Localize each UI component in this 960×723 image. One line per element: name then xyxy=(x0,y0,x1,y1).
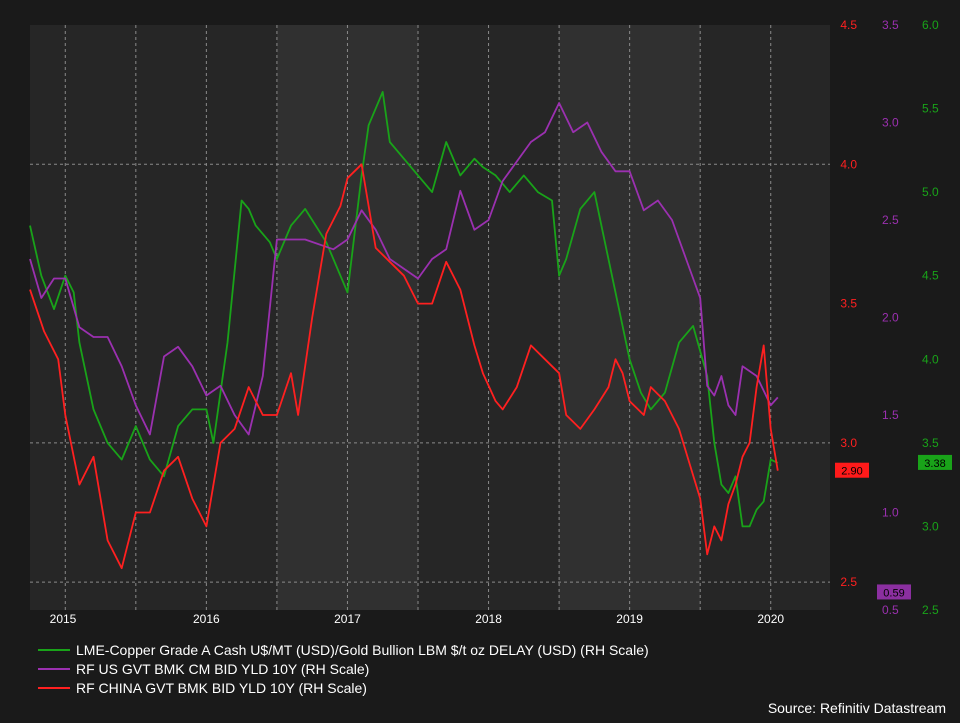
y-tick-label-china: 3.5 xyxy=(840,297,857,311)
x-tick-label: 2020 xyxy=(757,612,784,626)
y-tick-label-china: 4.0 xyxy=(840,157,857,171)
legend-swatch-green xyxy=(38,648,70,651)
x-tick-label: 2016 xyxy=(193,612,220,626)
y-tick-label-ratio: 5.0 xyxy=(922,185,939,199)
legend: LME-Copper Grade A Cash U$/MT (USD)/Gold… xyxy=(38,640,649,697)
x-tick-label: 2018 xyxy=(475,612,502,626)
legend-label: RF CHINA GVT BMK BID YLD 10Y (RH Scale) xyxy=(76,679,367,696)
x-tick-label: 2019 xyxy=(616,612,643,626)
y-tick-label-ratio: 4.0 xyxy=(922,352,939,366)
chart: 2015 2016 2017 2018 2019 2020 2.5 3.0 3.5 4.0 4.5 0… xyxy=(29,18,952,626)
x-tick-label: 2017 xyxy=(334,612,361,626)
y-tick-label-ratio: 3.0 xyxy=(922,519,939,533)
y-tick-label-us: 2.5 xyxy=(882,213,899,227)
last-value-label-ratio: 3.38 xyxy=(924,458,945,470)
y-tick-label-china: 2.5 xyxy=(840,575,857,589)
y-tick-label-china: 3.0 xyxy=(840,436,857,450)
y-tick-label-ratio: 3.5 xyxy=(922,436,939,450)
y-tick-label-us: 0.5 xyxy=(882,603,899,617)
legend-swatch-purple xyxy=(38,667,70,670)
y-tick-label-us: 1.5 xyxy=(882,408,899,422)
last-value-box-ratio xyxy=(918,454,952,470)
last-value-box-us xyxy=(877,584,911,600)
legend-label: LME-Copper Grade A Cash U$/MT (USD)/Gold… xyxy=(76,641,649,658)
source-note: Source: Refinitiv Datastream xyxy=(767,700,946,716)
y-tick-label-ratio: 4.5 xyxy=(922,269,939,283)
y-tick-label-us: 3.5 xyxy=(882,18,899,32)
legend-item-us-yield: RF US GVT BMK CM BID YLD 10Y (RH Scale) xyxy=(38,659,649,678)
legend-item-china-yield: RF CHINA GVT BMK BID YLD 10Y (RH Scale) xyxy=(38,678,649,697)
plot-area xyxy=(30,25,830,610)
y-tick-label-us: 2.0 xyxy=(882,311,899,325)
series-line-2 xyxy=(29,163,779,570)
legend-swatch-red xyxy=(38,686,70,689)
last-value-label-china: 2.90 xyxy=(841,466,862,478)
legend-label: RF US GVT BMK CM BID YLD 10Y (RH Scale) xyxy=(76,660,370,677)
series-line-1 xyxy=(29,102,779,436)
y-tick-label-ratio: 5.5 xyxy=(922,102,939,116)
last-value-box-china xyxy=(835,462,869,478)
y-tick-label-china: 4.5 xyxy=(840,18,857,32)
y-tick-label-ratio: 2.5 xyxy=(922,603,939,617)
shaded-period xyxy=(559,25,701,610)
y-tick-label-ratio: 6.0 xyxy=(922,18,939,32)
legend-item-copper-gold: LME-Copper Grade A Cash U$/MT (USD)/Gold… xyxy=(38,640,649,659)
shaded-period xyxy=(276,25,419,610)
last-value-label-us: 0.59 xyxy=(883,587,904,599)
y-tick-label-us: 1.0 xyxy=(882,506,899,520)
x-tick-label: 2015 xyxy=(50,612,77,626)
y-tick-label-us: 3.0 xyxy=(882,116,899,130)
series-line-0 xyxy=(29,91,779,528)
